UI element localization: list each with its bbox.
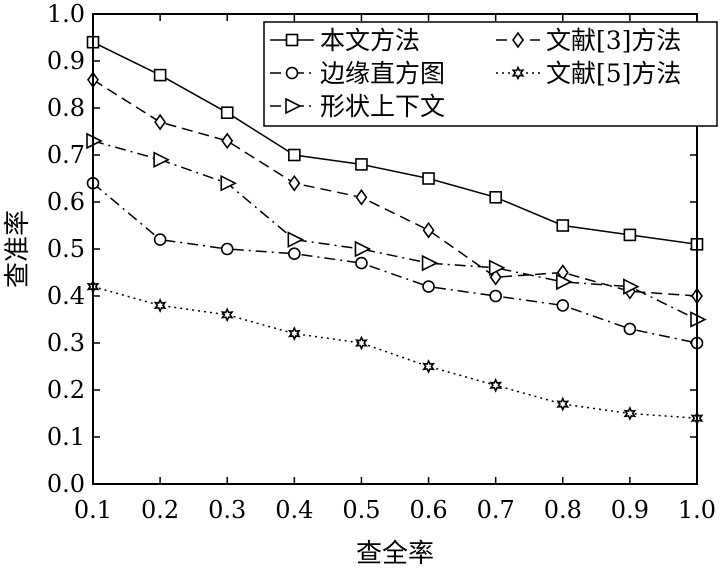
y-tick-label: 0.0 bbox=[47, 470, 85, 498]
data-point bbox=[355, 188, 368, 206]
data-point bbox=[354, 240, 372, 258]
data-point bbox=[153, 68, 167, 82]
legend-label: 本文方法 bbox=[320, 26, 420, 55]
data-point bbox=[220, 174, 238, 192]
series-layer bbox=[86, 35, 707, 426]
data-point bbox=[355, 256, 368, 270]
data-point bbox=[422, 172, 435, 185]
y-tick-label: 0.4 bbox=[47, 282, 85, 310]
data-point bbox=[623, 406, 637, 421]
legend-label: 文献[5]方法 bbox=[546, 59, 681, 88]
data-point bbox=[623, 228, 637, 242]
data-point bbox=[489, 377, 503, 393]
legend-marker bbox=[285, 97, 302, 115]
legend-item: 边缘直方图 bbox=[270, 59, 445, 88]
series-line bbox=[92, 182, 698, 344]
data-point bbox=[288, 247, 301, 260]
data-point bbox=[488, 259, 506, 277]
series-line bbox=[92, 140, 698, 321]
series bbox=[86, 279, 704, 426]
y-tick-label: 0.3 bbox=[47, 329, 85, 357]
legend-item: 本文方法 bbox=[270, 26, 420, 55]
data-point bbox=[153, 297, 167, 313]
y-axis-title: 查准率 bbox=[3, 210, 33, 288]
y-tick-label: 0.8 bbox=[47, 94, 85, 122]
legend-label: 边缘直方图 bbox=[320, 59, 445, 88]
data-point bbox=[287, 231, 305, 248]
data-point bbox=[555, 273, 573, 291]
series bbox=[86, 132, 707, 328]
x-tick-label: 0.8 bbox=[544, 496, 582, 524]
data-point bbox=[421, 254, 439, 272]
data-point bbox=[288, 174, 301, 192]
legend-box bbox=[263, 21, 718, 127]
x-tick-label: 0.3 bbox=[208, 496, 246, 524]
data-point bbox=[288, 148, 301, 162]
y-tick-label: 0.7 bbox=[47, 141, 85, 169]
y-tick-label: 0.6 bbox=[47, 188, 85, 216]
legend-marker bbox=[511, 65, 525, 81]
y-tick-label: 0.9 bbox=[47, 47, 85, 75]
data-point bbox=[153, 233, 167, 246]
data-point bbox=[221, 132, 234, 150]
data-point bbox=[556, 299, 570, 312]
legend-marker bbox=[512, 31, 524, 49]
data-point bbox=[422, 280, 435, 293]
plot-frame bbox=[92, 13, 698, 485]
data-point bbox=[556, 219, 570, 232]
data-point bbox=[355, 158, 368, 171]
data-point bbox=[220, 106, 234, 119]
data-point bbox=[220, 242, 234, 256]
data-point bbox=[623, 322, 637, 336]
legend-item: 文献[5]方法 bbox=[496, 59, 681, 88]
data-point bbox=[489, 289, 502, 303]
y-tick-label: 0.1 bbox=[47, 423, 85, 451]
data-point bbox=[422, 221, 435, 239]
legend-item: 形状上下文 bbox=[270, 92, 445, 121]
x-tick-label: 0.6 bbox=[409, 496, 447, 524]
data-point bbox=[154, 113, 167, 131]
data-point bbox=[220, 307, 234, 323]
x-tick-label: 0.5 bbox=[342, 496, 380, 524]
data-point bbox=[422, 359, 435, 374]
data-point bbox=[287, 326, 301, 342]
data-point bbox=[355, 335, 368, 351]
legend-label: 形状上下文 bbox=[320, 92, 445, 121]
x-tick-label: 0.1 bbox=[74, 496, 112, 524]
legend-item: 文献[3]方法 bbox=[496, 26, 681, 55]
x-tick-label: 0.2 bbox=[141, 496, 179, 524]
x-tick-label: 1.0 bbox=[678, 496, 716, 524]
legend-label: 文献[3]方法 bbox=[546, 26, 681, 55]
legend-marker bbox=[285, 66, 299, 80]
series-line bbox=[92, 41, 698, 246]
y-tick-label: 0.2 bbox=[47, 376, 85, 404]
series-line bbox=[92, 285, 698, 419]
data-point bbox=[556, 396, 570, 412]
data-point bbox=[489, 191, 502, 204]
x-tick-label: 0.4 bbox=[275, 496, 313, 524]
x-axis-title: 查全率 bbox=[356, 539, 434, 568]
y-tick-label: 0.5 bbox=[47, 235, 85, 263]
series bbox=[86, 176, 704, 350]
data-point bbox=[623, 278, 640, 295]
data-point bbox=[153, 151, 170, 168]
axis-ticks: 0.00.10.20.30.40.50.60.70.80.91.00.1 0.2 0… bbox=[47, 0, 716, 524]
y-tick-label: 1.0 bbox=[47, 0, 85, 28]
legend-marker bbox=[285, 33, 299, 47]
x-tick-label: 0.7 bbox=[477, 496, 515, 524]
x-tick-label: 0.9 bbox=[611, 496, 649, 524]
